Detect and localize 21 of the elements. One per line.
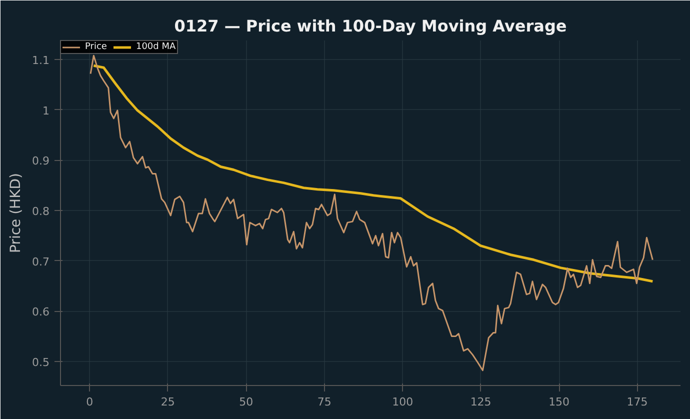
x-tick-label: 125 bbox=[470, 396, 492, 408]
y-tick-label: 0.7 bbox=[32, 255, 50, 268]
x-tick-label: 25 bbox=[160, 396, 175, 408]
y-tick-label: 1.1 bbox=[32, 54, 50, 68]
y-tick-label: 0.9 bbox=[32, 154, 50, 168]
y-tick-label: 0.8 bbox=[32, 204, 50, 218]
y-tick-label: 1 bbox=[42, 104, 50, 118]
chart-title: 0127 — Price with 100-Day Moving Average bbox=[174, 16, 567, 36]
x-tick-label: 150 bbox=[548, 396, 570, 408]
x-tick-label: 100 bbox=[392, 396, 414, 408]
line-series bbox=[90, 54, 654, 372]
y-tick-label: 0.6 bbox=[32, 306, 50, 319]
line-series bbox=[92, 64, 654, 283]
y-axis-title: Price (HKD) bbox=[8, 172, 24, 254]
legend-label: 100d MA bbox=[136, 42, 176, 52]
x-tick-label: 50 bbox=[239, 396, 254, 408]
x-tick-label: 75 bbox=[317, 396, 332, 408]
y-tick-label: 0.5 bbox=[32, 356, 50, 369]
legend-label: Price bbox=[85, 42, 107, 52]
x-tick-label: 175 bbox=[626, 396, 648, 408]
x-tick-label: 0 bbox=[86, 396, 94, 408]
